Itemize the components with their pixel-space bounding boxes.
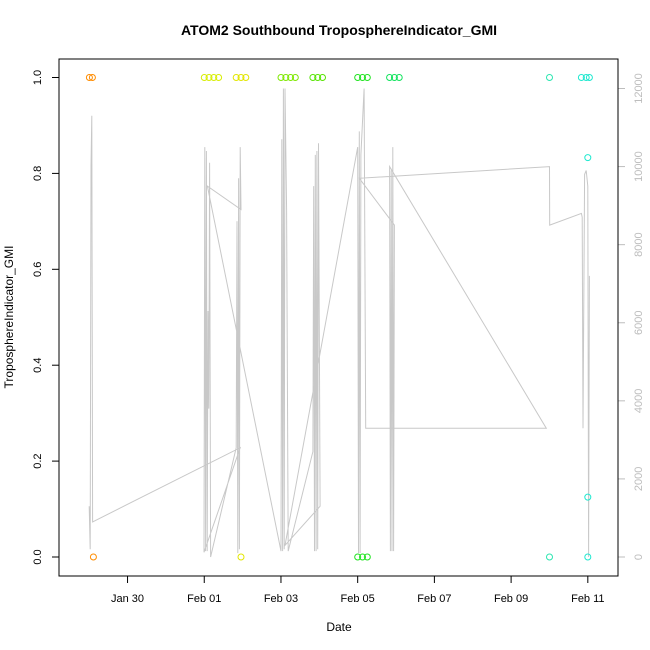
plot-frame [58,58,619,577]
data-point [363,553,371,561]
data-point [232,74,240,81]
x-tick-label: Feb 09 [494,593,528,605]
y2-tick-label: 10000 [633,151,645,182]
data-point [584,553,592,561]
y2-tick-label: 12000 [633,73,645,104]
x-tick-label: Feb 01 [187,593,221,605]
y-tick-label: 0.4 [32,358,44,373]
data-point [354,553,362,561]
data-point [577,74,585,81]
data-point [205,74,213,81]
y2-tick-label: 4000 [633,389,645,413]
data-point [584,154,592,162]
data-point [546,74,553,81]
data-point [359,74,366,81]
x-tick-label: Feb 11 [571,593,604,605]
y2-tick-label: 8000 [633,232,645,256]
data-point [242,74,250,81]
x-axis: Jan 30 Feb 01 Feb 03 Feb 05 Feb 07 Feb 09 Feb … [111,575,605,605]
data-point [309,74,317,81]
y-tick-label: 0.6 [32,262,44,277]
data-point [89,553,97,561]
data-point [215,74,223,81]
data-point [282,74,290,81]
data-point [363,74,371,81]
data-point [210,74,218,81]
data-point [200,74,208,81]
data-point [386,74,394,81]
data-point [287,74,295,81]
y-tick-label: 0.2 [32,453,44,468]
altitude-line [88,88,590,558]
data-point [314,74,322,81]
y2-tick-label: 2000 [633,467,645,491]
x-axis-label: Date [326,620,352,634]
data-point [395,74,403,81]
data-point [354,74,362,81]
y-tick-label: 0.0 [32,549,44,564]
data-point [291,74,299,81]
chart-title: ATOM2 Southbound TroposphereIndicator_GM… [181,22,497,38]
data-point [582,74,590,81]
data-point [85,74,93,81]
data-point [585,74,593,81]
data-point [277,74,285,81]
data-point [546,553,553,561]
y-axis-label: TroposphereIndicator_GMI [2,246,16,389]
y-tick-label: 1.0 [32,70,44,85]
x-tick-label: Feb 05 [341,593,375,605]
altitude-series-layer [88,88,590,558]
data-point [237,74,245,81]
y2-tick-label: 6000 [633,311,645,335]
data-point [390,74,398,81]
y2-tick-label: 0 [633,554,645,560]
x-tick-label: Feb 03 [264,593,298,605]
x-tick-label: Jan 30 [111,593,144,605]
points-layer [85,74,593,561]
y-tick-label: 0.8 [32,166,44,181]
data-point [237,553,245,561]
data-point [88,74,96,81]
data-point [359,553,366,561]
x-tick-label: Feb 07 [417,593,451,605]
data-point [319,74,326,81]
data-point [584,493,592,501]
